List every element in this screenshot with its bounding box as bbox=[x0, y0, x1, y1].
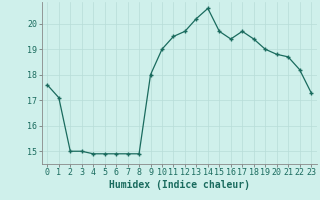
X-axis label: Humidex (Indice chaleur): Humidex (Indice chaleur) bbox=[109, 180, 250, 190]
